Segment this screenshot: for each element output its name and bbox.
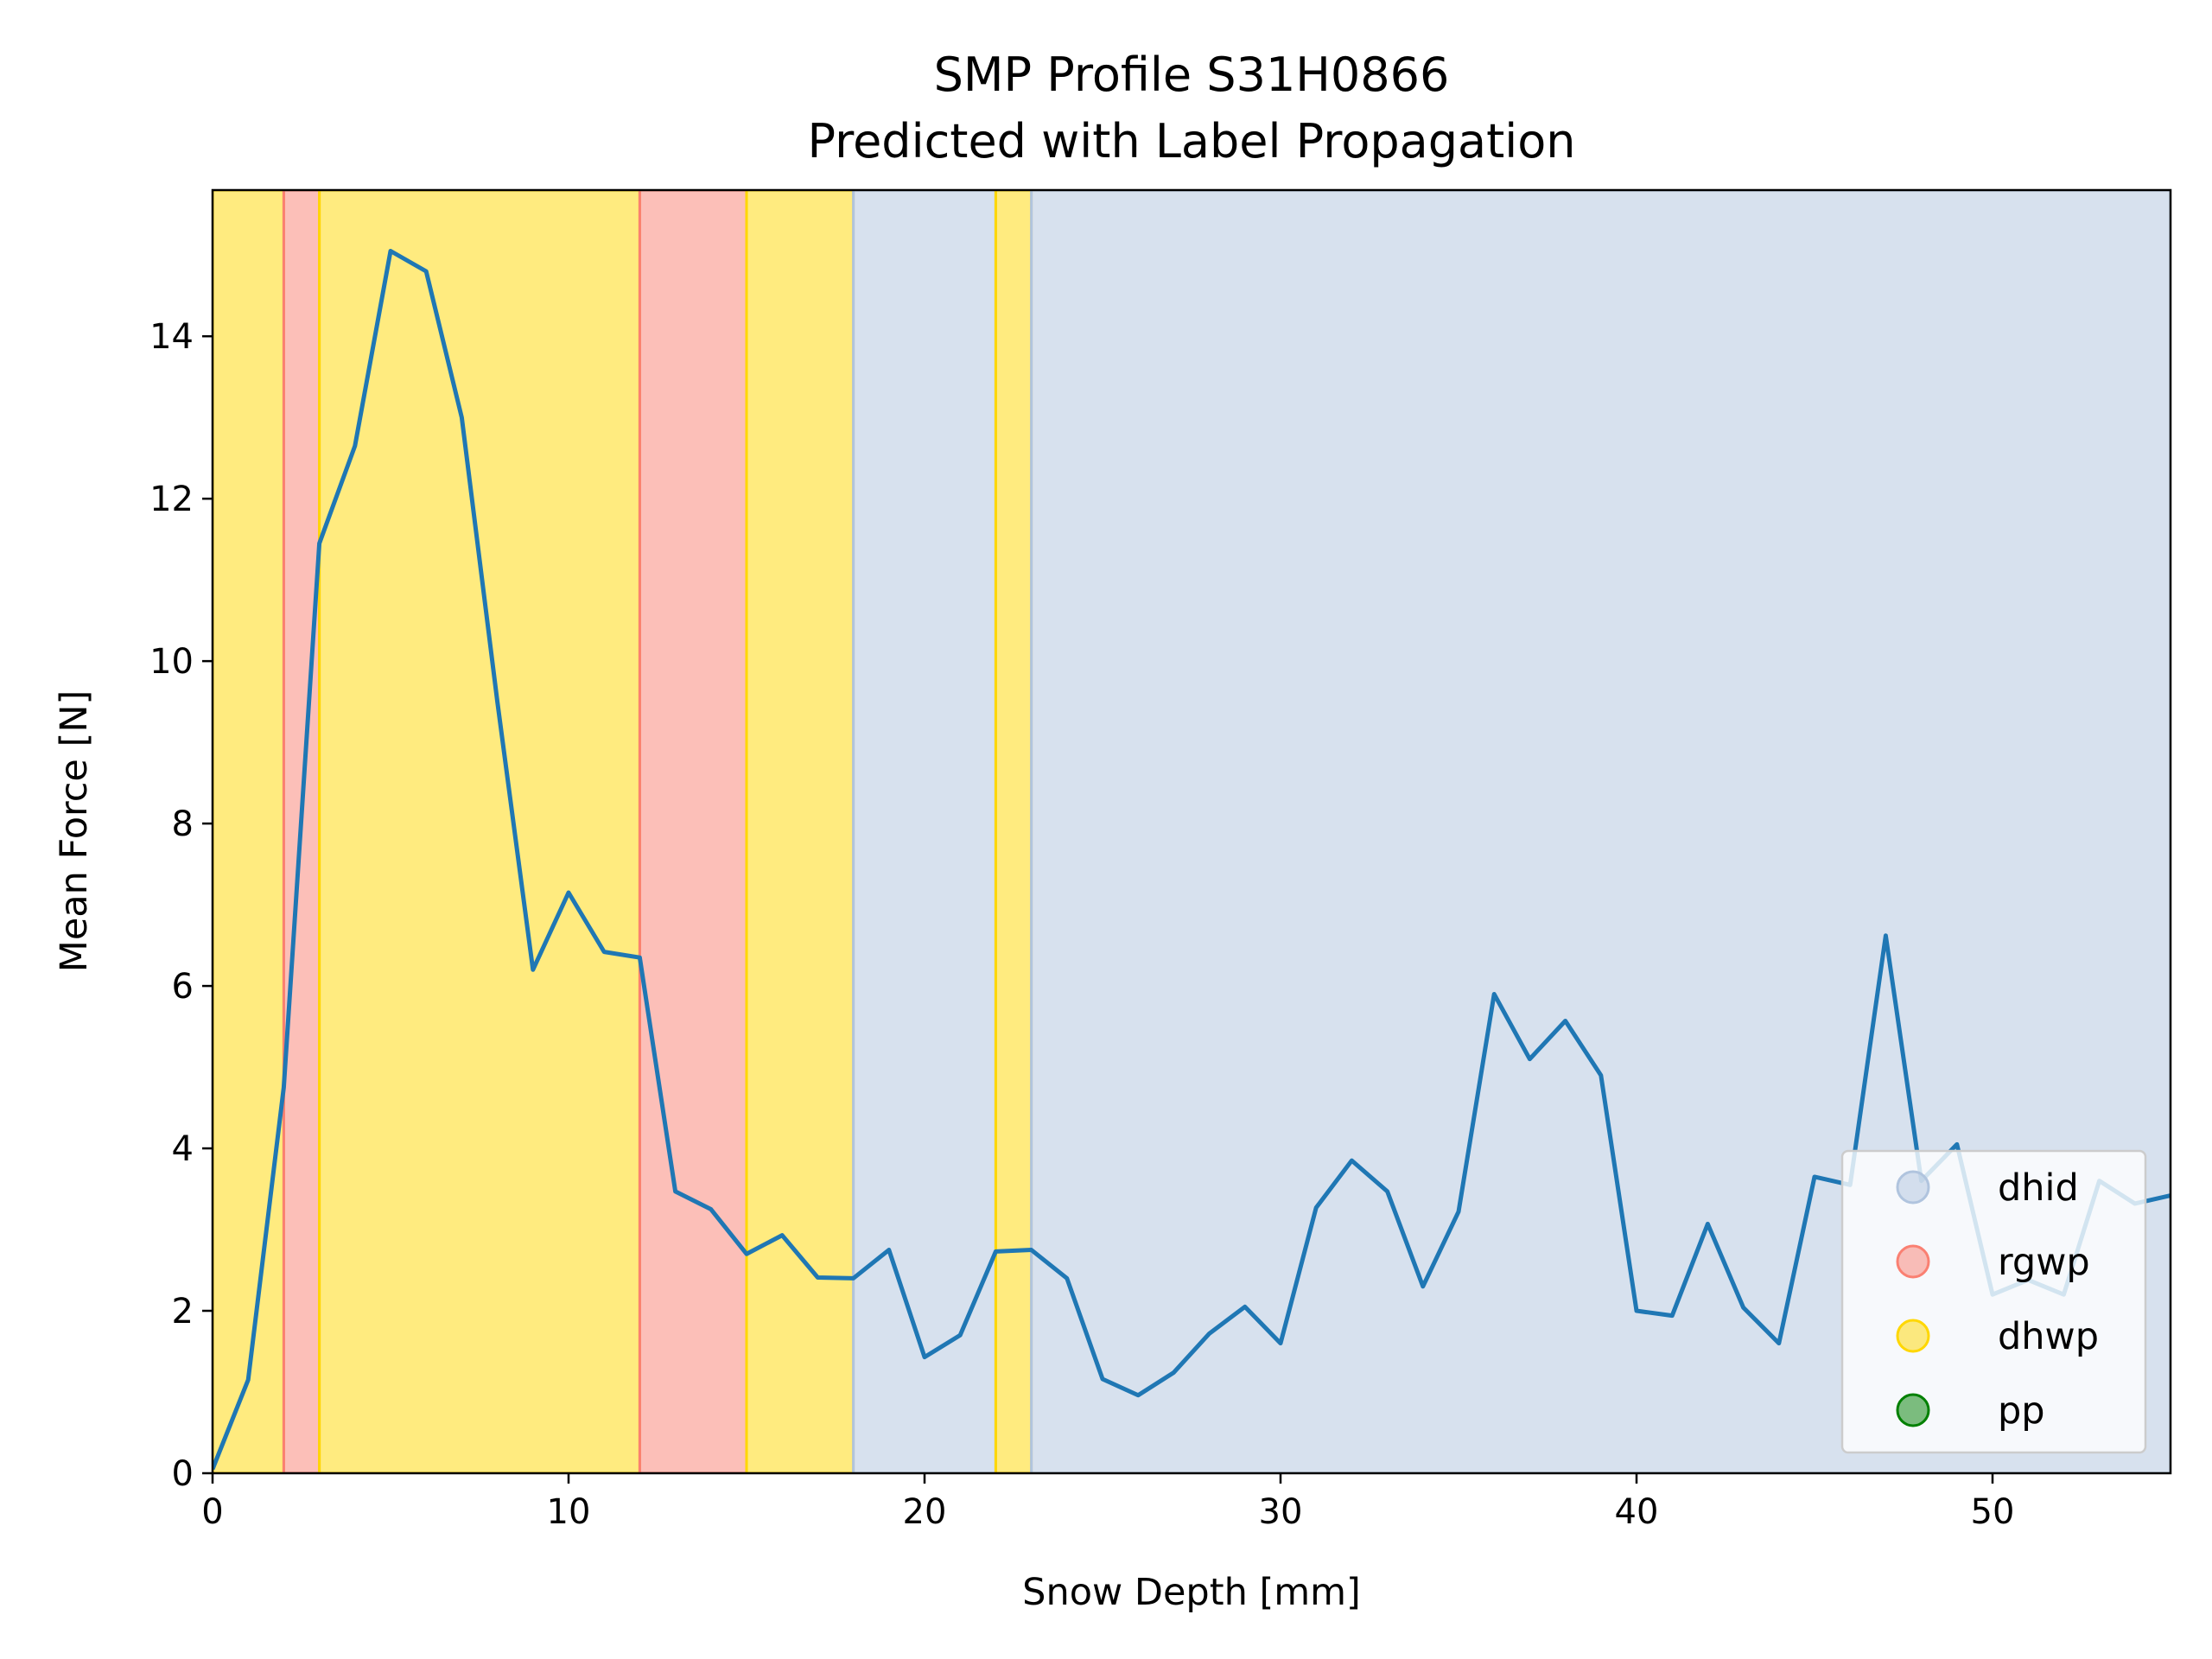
legend: dhid rgwp dhwp pp: [1840, 1149, 2147, 1454]
y-tick-label: 0: [172, 1454, 194, 1494]
legend-label-dhwp: dhwp: [1998, 1315, 2099, 1358]
y-tick-label: 12: [149, 480, 194, 519]
legend-box: [1840, 1149, 2147, 1454]
plot-frame: [211, 188, 2172, 1475]
legend-marker-pp: [1896, 1393, 1930, 1427]
x-tick-label: 0: [201, 1492, 223, 1532]
band-dhwp-4: [745, 190, 855, 1473]
band-dhwp-6: [994, 190, 1033, 1473]
y-axis-label: Mean Force [N]: [53, 690, 96, 973]
chart-subtitle: Predicted with Label Propagation: [807, 114, 1575, 168]
x-axis-label: Snow Depth [mm]: [1022, 1571, 1361, 1614]
x-tick-label: 30: [1259, 1492, 1303, 1532]
y-axis: 0 2 4 6 8 10 12 14: [149, 317, 213, 1494]
band-dhid-5: [852, 190, 997, 1473]
x-tick-label: 20: [903, 1492, 947, 1532]
legend-label-dhid: dhid: [1998, 1166, 2079, 1210]
band-rgwp-3: [638, 190, 748, 1473]
legend-marker-dhwp: [1896, 1319, 1930, 1353]
x-axis: 0 10 20 30 40 50: [201, 1473, 2014, 1532]
x-tick-label: 40: [1615, 1492, 1659, 1532]
y-tick-label: 2: [172, 1292, 194, 1332]
legend-label-rgwp: rgwp: [1998, 1241, 2090, 1284]
band-dhwp-2: [318, 190, 641, 1473]
x-tick-label: 10: [547, 1492, 591, 1532]
chart-title: SMP Profile S31H0866: [934, 48, 1450, 102]
legend-marker-rgwp: [1896, 1244, 1930, 1279]
y-tick-label: 14: [149, 317, 194, 357]
band-dhwp-0: [213, 190, 285, 1473]
class-bands: [213, 190, 2171, 1473]
x-tick-label: 50: [1971, 1492, 2015, 1532]
y-tick-label: 8: [172, 804, 194, 844]
y-tick-label: 6: [172, 967, 194, 1007]
y-tick-label: 4: [172, 1129, 194, 1169]
legend-label-pp: pp: [1998, 1389, 2045, 1433]
legend-marker-dhid: [1896, 1170, 1930, 1205]
y-tick-label: 10: [149, 642, 194, 682]
